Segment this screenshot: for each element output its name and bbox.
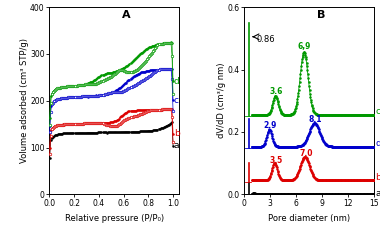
Text: b: b — [375, 173, 380, 182]
Text: a: a — [174, 141, 179, 150]
Text: b: b — [174, 129, 179, 138]
Text: c: c — [375, 107, 380, 116]
Text: 6,9: 6,9 — [298, 42, 311, 51]
Text: a: a — [375, 189, 380, 198]
Text: 3.6: 3.6 — [269, 87, 282, 96]
Text: 0.86: 0.86 — [257, 35, 276, 44]
Y-axis label: Volume adsorbed (cm³ STP/g): Volume adsorbed (cm³ STP/g) — [19, 38, 28, 163]
X-axis label: Pore diameter (nm): Pore diameter (nm) — [268, 214, 350, 223]
Text: d: d — [174, 77, 179, 86]
Text: c: c — [174, 96, 179, 105]
Text: 3.5: 3.5 — [269, 155, 282, 164]
Text: B: B — [317, 10, 326, 20]
Text: 8.1: 8.1 — [309, 115, 322, 124]
Text: 2.9: 2.9 — [264, 121, 277, 130]
X-axis label: Relative pressure (P/P₀): Relative pressure (P/P₀) — [65, 214, 164, 223]
Y-axis label: dV/dD (cm³/g nm): dV/dD (cm³/g nm) — [217, 63, 226, 138]
Text: A: A — [122, 10, 131, 20]
Text: d: d — [375, 139, 380, 148]
Text: 7.0: 7.0 — [299, 149, 313, 158]
